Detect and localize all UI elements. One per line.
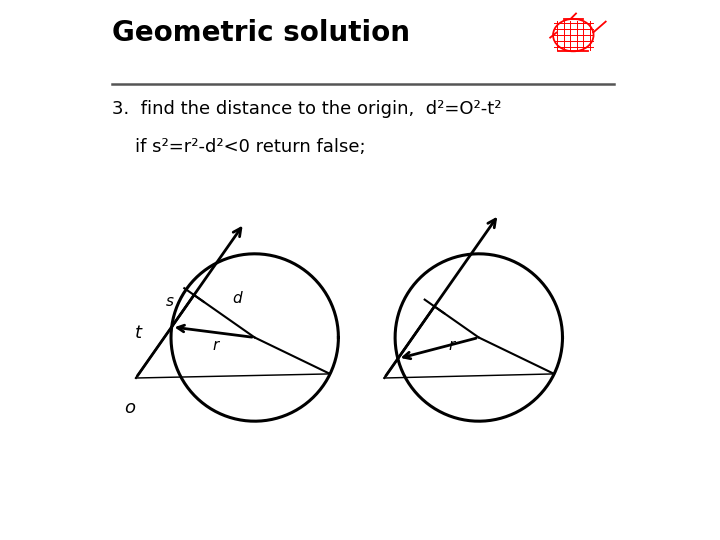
Text: 3.  find the distance to the origin,  d²=O²-t²: 3. find the distance to the origin, d²=O…	[112, 100, 501, 118]
Text: d: d	[232, 291, 241, 306]
Text: s: s	[166, 294, 174, 309]
Text: if s²=r²-d²<0 return false;: if s²=r²-d²<0 return false;	[112, 138, 365, 156]
Text: Geometric solution: Geometric solution	[112, 19, 410, 47]
Text: r: r	[213, 338, 219, 353]
Text: r: r	[449, 338, 455, 353]
Text: o: o	[124, 399, 135, 416]
Text: t: t	[135, 323, 142, 341]
